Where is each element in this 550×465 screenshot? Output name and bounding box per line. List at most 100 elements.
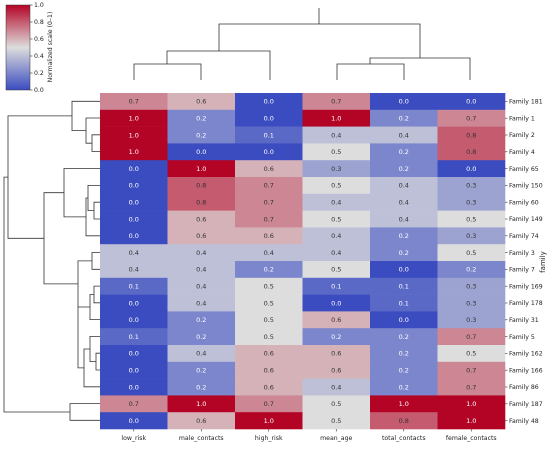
row-label: Family 187: [509, 401, 543, 408]
heatmap-cell: [302, 294, 371, 312]
cell-value-label: 0.0: [129, 383, 139, 391]
row-label: Family 1: [509, 115, 535, 122]
heatmap-cell: [235, 143, 303, 161]
heatmap-cell: [437, 160, 506, 178]
heatmap-cell: [167, 126, 236, 144]
cell-value-label: 0.5: [331, 266, 341, 274]
heatmap-cell: [437, 93, 506, 111]
cell-value-label: 0.3: [466, 299, 476, 307]
cell-value-label: 0.7: [129, 98, 139, 106]
cell-value-label: 1.0: [196, 165, 206, 173]
cell-value-label: 0.5: [466, 215, 476, 223]
cell-value-label: 0.0: [129, 199, 139, 207]
cell-value-label: 0.0: [264, 148, 274, 156]
heatmap-cell: [100, 244, 168, 262]
colorbar-label: Normalized scale (0–1): [47, 12, 54, 83]
heatmap-cell: [235, 261, 303, 279]
cell-value-label: 0.8: [196, 182, 206, 190]
cell-value-label: 0.4: [399, 215, 409, 223]
cell-value-label: 0.2: [399, 383, 409, 391]
cell-value-label: 1.0: [466, 400, 476, 408]
cell-value-label: 0.6: [196, 215, 206, 223]
cell-value-label: 0.6: [264, 350, 274, 358]
cell-value-label: 0.2: [196, 131, 206, 139]
cell-value-label: 0.8: [196, 199, 206, 207]
cell-value-label: 0.7: [264, 215, 274, 223]
cell-value-label: 0.5: [331, 215, 341, 223]
heatmap-cell: [302, 328, 371, 346]
heatmap-cell: [302, 412, 371, 430]
row-label: Family 2: [509, 132, 535, 139]
cell-value-label: 0.4: [399, 199, 409, 207]
cell-value-label: 0.4: [399, 131, 409, 139]
cell-value-label: 0.5: [466, 249, 476, 257]
cell-value-label: 0.4: [196, 299, 206, 307]
cell-value-label: 0.5: [264, 333, 274, 341]
cell-value-label: 0.2: [399, 249, 409, 257]
cell-value-label: 0.0: [129, 316, 139, 324]
cell-value-label: 0.3: [466, 232, 476, 240]
heatmap-cell: [437, 378, 506, 396]
heatmap-cell: [302, 378, 371, 396]
cell-value-label: 0.5: [466, 350, 476, 358]
row-dendrogram: [3, 100, 100, 421]
row-label: Family 4: [509, 149, 535, 156]
cell-value-label: 0.2: [196, 316, 206, 324]
cell-value-label: 0.4: [331, 199, 341, 207]
cell-value-label: 0.5: [331, 417, 341, 425]
cell-value-label: 0.2: [196, 115, 206, 123]
heatmap-cell: [235, 193, 303, 211]
heatmap-cells: [100, 93, 506, 430]
cell-value-label: 0.6: [196, 417, 206, 425]
cell-value-label: 1.0: [399, 400, 409, 408]
colorbar-tick-label: 0.4: [34, 53, 44, 60]
cell-value-label: 0.3: [466, 182, 476, 190]
cell-value-label: 0.7: [466, 367, 476, 375]
cell-value-label: 0.0: [264, 98, 274, 106]
cell-value-label: 0.0: [129, 232, 139, 240]
colorbar-tick-label: 0.2: [34, 70, 44, 77]
cell-value-label: 0.4: [196, 350, 206, 358]
cell-value-label: 0.0: [129, 165, 139, 173]
heatmap-cell: [100, 193, 168, 211]
cell-value-label: 0.2: [264, 266, 274, 274]
heatmap-cell: [302, 261, 371, 279]
cell-value-label: 1.0: [129, 148, 139, 156]
cell-value-label: 0.6: [264, 232, 274, 240]
heatmap-cell: [167, 93, 236, 111]
y-axis-label: family: [539, 251, 547, 273]
cell-value-label: 0.8: [466, 131, 476, 139]
heatmap-cell: [100, 143, 168, 161]
heatmap-cell: [437, 311, 506, 329]
heatmap-cell: [235, 361, 303, 379]
heatmap-cell: [100, 412, 168, 430]
cell-value-label: 0.6: [331, 350, 341, 358]
heatmap-cell: [100, 294, 168, 312]
heatmap-cell: [370, 277, 438, 295]
cell-value-label: 0.0: [399, 266, 409, 274]
cell-value-label: 0.5: [331, 148, 341, 156]
heatmap-cell: [370, 345, 438, 363]
heatmap-cell: [302, 93, 371, 111]
heatmap-cell: [437, 361, 506, 379]
heatmap-cell: [235, 126, 303, 144]
heatmap-cell: [167, 311, 236, 329]
cell-value-label: 0.0: [466, 98, 476, 106]
column-label: high_risk: [255, 435, 283, 442]
heatmap-cell: [370, 261, 438, 279]
row-label: Family 65: [509, 166, 539, 173]
cell-value-label: 0.4: [196, 249, 206, 257]
cell-value-label: 0.1: [129, 333, 139, 341]
heatmap-cell: [235, 160, 303, 178]
heatmap-cell: [370, 193, 438, 211]
heatmap-cell: [437, 143, 506, 161]
cell-value-label: 1.0: [264, 417, 274, 425]
heatmap-cell: [235, 412, 303, 430]
row-label: Family 48: [509, 418, 539, 425]
heatmap-cell: [167, 244, 236, 262]
heatmap-cell: [167, 160, 236, 178]
heatmap-cell: [302, 210, 371, 228]
cell-value-label: 0.0: [331, 299, 341, 307]
heatmap-cell: [100, 345, 168, 363]
